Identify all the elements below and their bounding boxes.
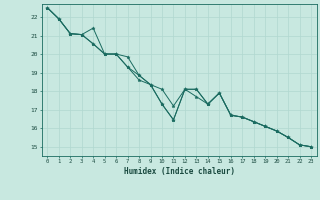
X-axis label: Humidex (Indice chaleur): Humidex (Indice chaleur) [124,167,235,176]
